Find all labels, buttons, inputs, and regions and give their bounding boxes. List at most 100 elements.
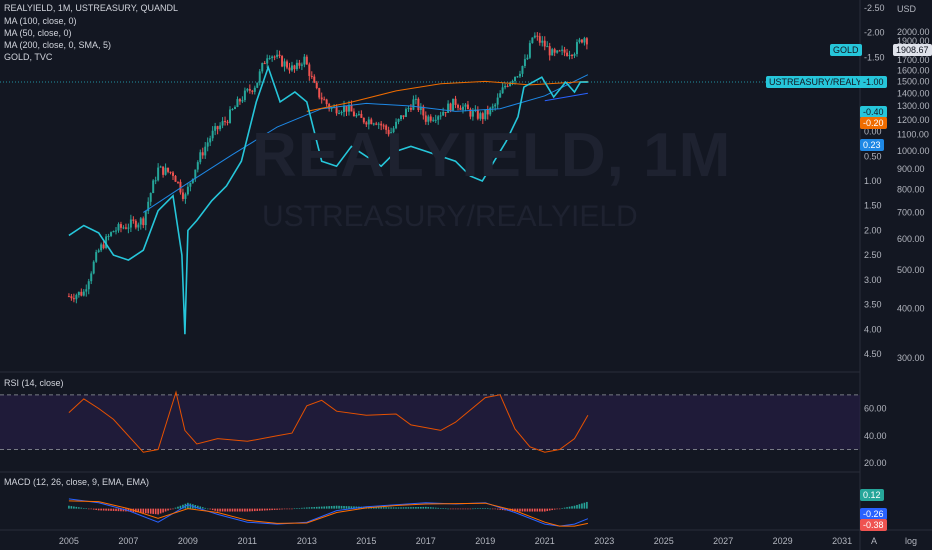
gold-candle xyxy=(350,105,353,112)
gold-candle xyxy=(293,65,296,70)
rsi-axis-tick: 20.00 xyxy=(864,458,887,468)
macd-histogram-bar xyxy=(152,508,154,514)
macd-histogram-bar xyxy=(434,507,437,509)
macd-histogram-bar xyxy=(224,508,226,512)
legend-ma50[interactable]: MA (50, close, 0) xyxy=(4,28,72,38)
legend-gold[interactable]: GOLD, TVC xyxy=(4,52,53,62)
gold-candle xyxy=(536,35,539,37)
gold-candle xyxy=(457,104,460,108)
macd-histogram-bar xyxy=(494,508,496,510)
macd-histogram-bar xyxy=(543,508,546,512)
legend-ma100[interactable]: MA (100, close, 0) xyxy=(4,16,77,26)
time-axis-tick: 2023 xyxy=(594,536,614,546)
gold-candle xyxy=(149,193,152,202)
gold-candle xyxy=(343,105,346,113)
gold-candle xyxy=(313,76,316,83)
gold-candle xyxy=(352,111,355,117)
macd-histogram-bar xyxy=(541,508,544,512)
gold-candle xyxy=(122,227,125,229)
gold-candle xyxy=(419,106,422,111)
macd-histogram-bar xyxy=(387,507,390,509)
gold-candle xyxy=(124,227,127,229)
time-axis-tick: 2019 xyxy=(475,536,495,546)
gold-candle xyxy=(258,71,261,83)
macd-histogram-bar xyxy=(154,508,157,515)
gold-candle xyxy=(444,112,447,114)
macd-histogram-bar xyxy=(548,508,551,511)
rsi-band xyxy=(0,394,860,450)
gold-candle xyxy=(77,291,80,296)
macd-histogram-bar xyxy=(159,508,162,514)
time-axis-tick: 2029 xyxy=(773,536,793,546)
macd-histogram-bar xyxy=(392,507,395,509)
macd-histogram-bar xyxy=(115,508,117,512)
legend-rsi[interactable]: RSI (14, close) xyxy=(4,378,64,388)
gold-candle xyxy=(186,186,189,195)
macd-histogram-bar xyxy=(429,507,432,509)
legend-ma200[interactable]: MA (200, close, 0, SMA, 5) xyxy=(4,40,112,50)
auto-scale-button[interactable]: A xyxy=(871,536,878,546)
macd-histogram-bar xyxy=(283,508,286,510)
gold-candle xyxy=(206,142,209,147)
gold-candle xyxy=(137,224,140,228)
gold-candle xyxy=(548,46,551,56)
time-axis-tick: 2021 xyxy=(535,536,555,546)
macd-histogram-bar xyxy=(474,508,477,510)
realyield-axis-tick: 4.50 xyxy=(864,349,882,359)
realyield-axis-tick: -2.50 xyxy=(864,3,885,13)
gold-candle xyxy=(167,167,170,172)
macd-histogram-bar xyxy=(157,508,159,515)
gold-candle xyxy=(484,109,487,120)
macd-histogram-bar xyxy=(174,507,177,509)
macd-histogram-bar xyxy=(318,506,321,509)
macd-histogram-bar xyxy=(211,508,214,511)
gold-candle xyxy=(310,75,313,77)
time-axis-tick: 2013 xyxy=(297,536,317,546)
gold-candle xyxy=(546,46,549,48)
macd-histogram-bar xyxy=(162,508,164,513)
macd-histogram-bar xyxy=(546,508,549,512)
macd-histogram-bar xyxy=(578,504,581,509)
ma-value-tag-a: -0.40 xyxy=(860,106,887,118)
macd-histogram-bar xyxy=(320,506,323,509)
gold-candle xyxy=(561,49,564,51)
macd-histogram-bar xyxy=(491,508,494,510)
macd-histogram-bar xyxy=(380,507,382,509)
gold-candle xyxy=(541,40,544,43)
macd-histogram-bar xyxy=(330,506,333,509)
macd-histogram-bar xyxy=(209,508,211,510)
legend-macd[interactable]: MACD (12, 26, close, 9, EMA, EMA) xyxy=(4,477,150,487)
gold-candle xyxy=(439,115,442,117)
gold-candle xyxy=(127,227,130,229)
macd-histogram-bar xyxy=(499,508,501,510)
gold-candle xyxy=(395,121,398,129)
macd-histogram-bar xyxy=(343,506,345,509)
gold-candle xyxy=(575,42,578,55)
log-scale-button[interactable]: log xyxy=(905,536,918,546)
gold-candle xyxy=(243,90,246,101)
ma-value-tag-b: -0.20 xyxy=(860,117,887,129)
macd-histogram-bar xyxy=(333,505,335,509)
gold-candle xyxy=(323,99,326,101)
macd-histogram-bar xyxy=(120,508,122,512)
gold-candle xyxy=(481,113,484,120)
macd-histogram-bar xyxy=(353,506,355,509)
gold-candle xyxy=(568,54,571,56)
gold-candle xyxy=(340,112,343,114)
gold-candle xyxy=(211,130,214,139)
macd-histogram-bar xyxy=(90,508,93,510)
time-axis-tick: 2025 xyxy=(654,536,674,546)
gold-candle xyxy=(172,172,175,176)
gold-candle xyxy=(209,138,212,143)
gold-candle xyxy=(372,123,375,125)
legend-symbol[interactable]: REALYIELD, 1M, USTREASURY, QUANDL xyxy=(4,3,179,13)
macd-histogram-bar xyxy=(452,508,454,510)
macd-histogram-bar xyxy=(95,508,97,510)
macd-histogram-bar xyxy=(256,508,259,511)
macd-histogram-bar xyxy=(105,508,107,511)
gold-candle xyxy=(226,121,229,123)
gold-candle xyxy=(365,122,368,125)
gold-candle xyxy=(80,291,83,296)
macd-histogram-bar xyxy=(271,508,273,511)
